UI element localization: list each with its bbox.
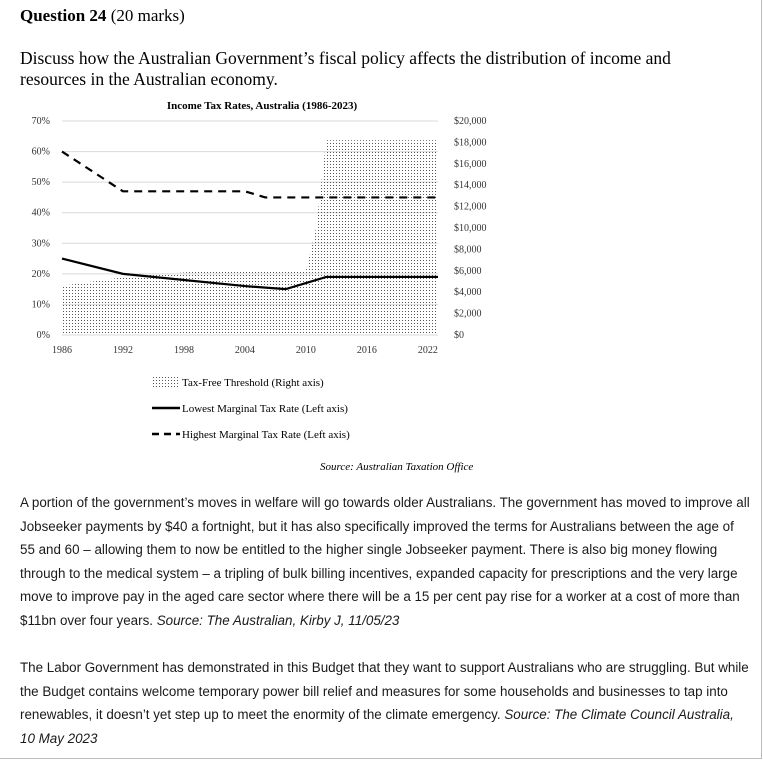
extract-paragraph-2: The Labor Government has demonstrated in… (20, 656, 750, 750)
right-axis-tick-label: $20,000 (454, 116, 487, 127)
right-axis-tick-label: $18,000 (454, 137, 487, 148)
left-axis-tick-label: 20% (32, 269, 50, 280)
question-marks: (20 marks) (110, 6, 185, 25)
right-axis-tick-label: $2,000 (454, 309, 482, 320)
legend-label-lowest: Lowest Marginal Tax Rate (Left axis) (182, 403, 348, 415)
lowest-rate-line (61, 257, 438, 291)
x-axis-tick-label: 2010 (296, 345, 316, 356)
series-lines (61, 150, 438, 291)
extract-2-source: Source: The Climate Council Australia, 1… (20, 707, 734, 746)
left-axis-tick-label: 40% (32, 208, 50, 219)
left-axis-tick-label: 10% (32, 299, 50, 310)
left-axis-tick-label: 30% (32, 238, 50, 249)
left-axis-tick-label: 70% (32, 116, 50, 127)
right-axis-tick-label: $4,000 (454, 287, 482, 298)
question-heading: Question 24 (20 marks) (20, 6, 185, 26)
right-axis-tick-label: $14,000 (454, 180, 487, 191)
x-axis-tick-label: 2016 (357, 345, 377, 356)
right-axis-tick-label: $10,000 (454, 223, 487, 234)
chart-title: Income Tax Rates, Australia (1986-2023) (167, 100, 358, 112)
x-axis-tick-label: 2004 (235, 345, 255, 356)
left-axis-ticks: 0% 10% 20% 30% 40% 50% 60% 70% (32, 116, 50, 341)
right-axis-tick-label: $12,000 (454, 202, 487, 213)
tax-free-threshold-area (62, 140, 438, 335)
x-axis-tick-label: 1986 (52, 345, 72, 356)
right-axis-tick-label: $16,000 (454, 159, 487, 170)
question-label: Question 24 (20, 6, 107, 25)
highest-rate-line (61, 150, 438, 199)
chart-source: Source: Australian Taxation Office (320, 461, 474, 473)
threshold-area-shape (62, 140, 438, 335)
left-axis-tick-label: 0% (37, 330, 50, 341)
extract-paragraph-1: A portion of the government’s moves in w… (20, 491, 750, 632)
x-axis-tick-label: 1998 (174, 345, 194, 356)
x-axis-ticks: 1986 1992 1998 2004 2010 2016 2022 (52, 345, 438, 356)
chart-legend: Tax-Free Threshold (Right axis) Lowest M… (152, 377, 350, 441)
legend-label-highest: Highest Marginal Tax Rate (Left axis) (182, 429, 350, 441)
right-axis-tick-label: $6,000 (454, 266, 482, 277)
income-tax-chart: Income Tax Rates, Australia (1986-2023) … (32, 100, 487, 441)
question-prompt: Discuss how the Australian Government’s … (20, 48, 671, 89)
right-axis-tick-label: $0 (454, 330, 464, 341)
left-axis-tick-label: 60% (32, 147, 50, 158)
x-axis-tick-label: 2022 (418, 345, 438, 356)
right-axis-tick-label: $8,000 (454, 244, 482, 255)
extract-2-text: The Labor Government has demonstrated in… (20, 660, 749, 722)
x-axis-tick-label: 1992 (113, 345, 133, 356)
right-axis-ticks: $0 $2,000 $4,000 $6,000 $8,000 $10,000 $12,000… (454, 116, 487, 341)
left-axis-tick-label: 50% (32, 177, 50, 188)
extract-1-source: Source: The Australian, Kirby J, 11/05/2… (156, 612, 400, 628)
extract-1-text: A portion of the government’s moves in w… (20, 495, 750, 628)
legend-swatch-threshold (152, 377, 180, 387)
legend-label-threshold: Tax-Free Threshold (Right axis) (182, 377, 324, 389)
